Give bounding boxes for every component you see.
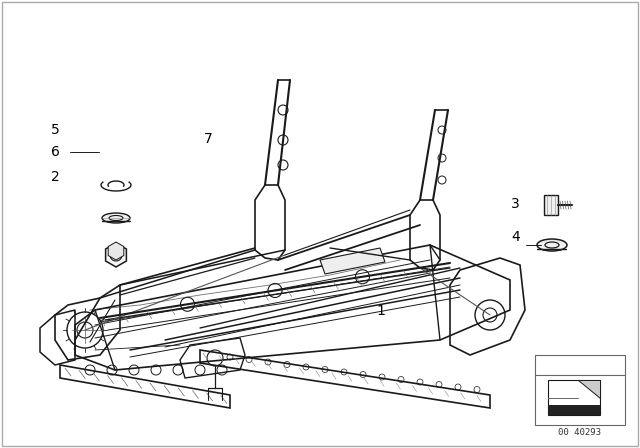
Ellipse shape [102,213,130,223]
Text: 6: 6 [51,145,60,159]
Ellipse shape [537,239,567,251]
Bar [548,405,600,415]
Polygon shape [548,380,600,415]
Text: 3: 3 [511,197,520,211]
Text: 5: 5 [51,123,60,137]
Polygon shape [106,243,126,267]
Polygon shape [320,248,385,274]
Text: 1: 1 [376,304,385,319]
Text: 2: 2 [51,170,60,184]
Text: 4: 4 [511,230,520,245]
Bar [535,355,625,425]
Text: 00 40293: 00 40293 [559,427,602,436]
Polygon shape [578,380,600,398]
Polygon shape [108,242,124,260]
Text: 7: 7 [204,132,212,146]
Polygon shape [544,195,558,215]
